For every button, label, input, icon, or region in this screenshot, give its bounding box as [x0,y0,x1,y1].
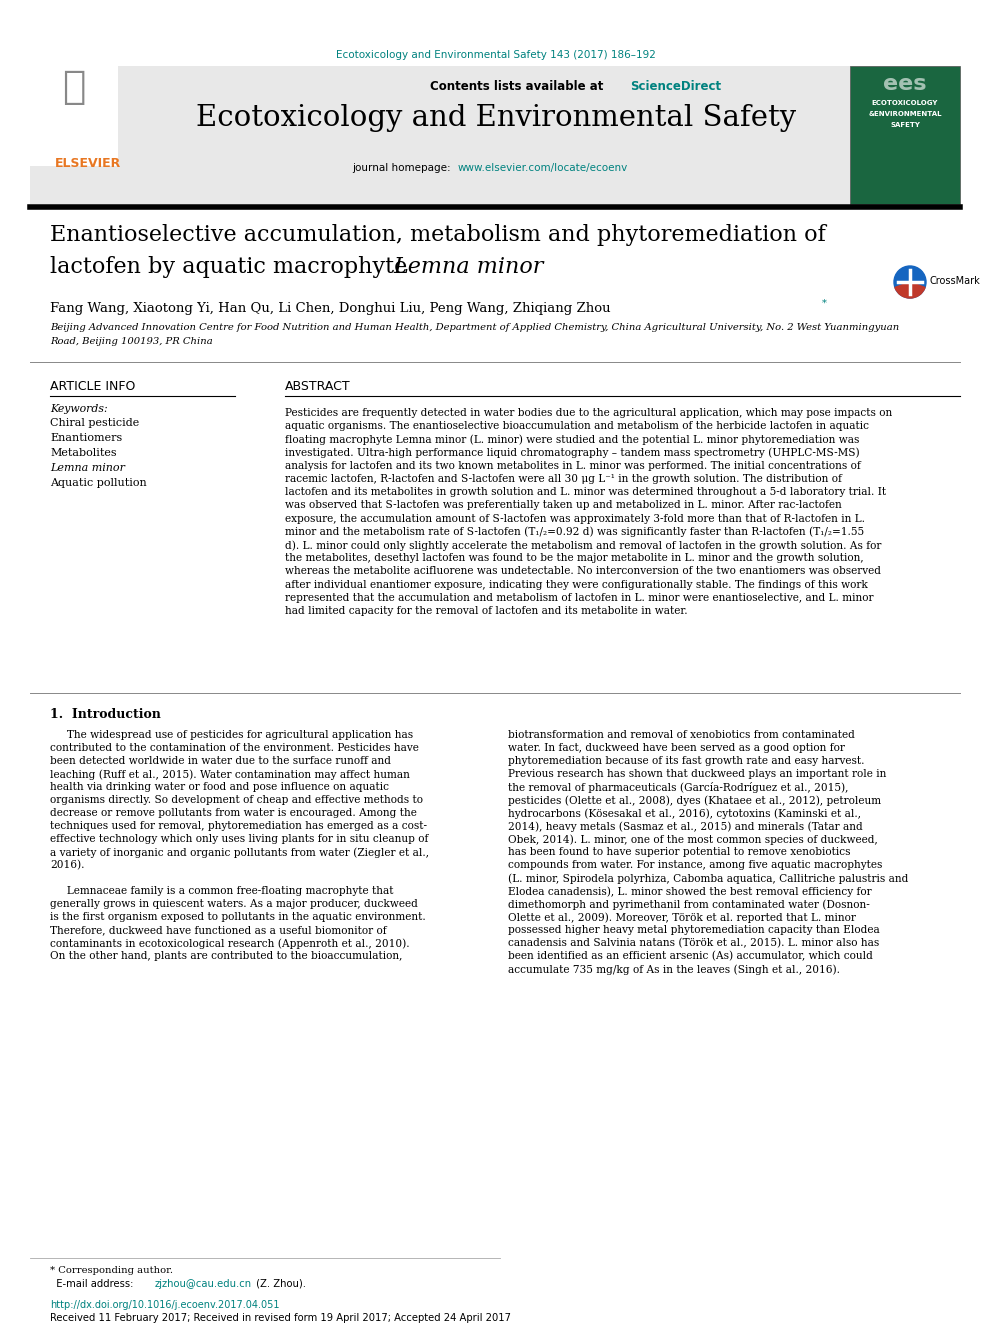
Text: http://dx.doi.org/10.1016/j.ecoenv.2017.04.051: http://dx.doi.org/10.1016/j.ecoenv.2017.… [50,1301,280,1310]
Text: was observed that S-lactofen was preferentially taken up and metabolized in L. m: was observed that S-lactofen was prefere… [285,500,842,511]
Text: whereas the metabolite acifluorene was undetectable. No interconversion of the t: whereas the metabolite acifluorene was u… [285,566,881,577]
Wedge shape [895,282,925,298]
Text: Aquatic pollution: Aquatic pollution [50,478,147,488]
Text: canadensis and Salvinia natans (Török et al., 2015). L. minor also has: canadensis and Salvinia natans (Török et… [508,938,879,949]
Text: analysis for lactofen and its two known metabolites in L. minor was performed. T: analysis for lactofen and its two known … [285,460,861,471]
Text: (Z. Zhou).: (Z. Zhou). [253,1279,306,1289]
Text: investigated. Ultra-high performance liquid chromatography – tandem mass spectro: investigated. Ultra-high performance liq… [285,447,860,458]
Text: the removal of pharmaceuticals (García-Rodríguez et al., 2015),: the removal of pharmaceuticals (García-R… [508,782,848,792]
Text: 2014), heavy metals (Sasmaz et al., 2015) and minerals (Tatar and: 2014), heavy metals (Sasmaz et al., 2015… [508,822,863,832]
Text: *: * [822,299,827,308]
Text: Ecotoxicology and Environmental Safety: Ecotoxicology and Environmental Safety [196,105,796,132]
Text: Previous research has shown that duckweed plays an important role in: Previous research has shown that duckwee… [508,769,887,779]
Text: The widespread use of pesticides for agricultural application has: The widespread use of pesticides for agr… [50,730,413,740]
Text: * Corresponding author.: * Corresponding author. [50,1266,173,1275]
Text: zjzhou@cau.edu.cn: zjzhou@cau.edu.cn [155,1279,252,1289]
Text: CrossMark: CrossMark [930,277,981,286]
Text: 🌳: 🌳 [62,67,85,106]
Text: organisms directly. So development of cheap and effective methods to: organisms directly. So development of ch… [50,795,423,804]
FancyBboxPatch shape [30,66,118,165]
Text: a variety of inorganic and organic pollutants from water (Ziegler et al.,: a variety of inorganic and organic pollu… [50,847,429,857]
Text: contributed to the contamination of the environment. Pesticides have: contributed to the contamination of the … [50,744,419,753]
Text: dimethomorph and pyrimethanil from contaminated water (Dosnon-: dimethomorph and pyrimethanil from conta… [508,900,870,910]
Text: the metabolites, desethyl lactofen was found to be the major metabolite in L. mi: the metabolites, desethyl lactofen was f… [285,553,864,564]
Text: ABSTRACT: ABSTRACT [285,380,350,393]
Text: ELSEVIER: ELSEVIER [55,157,121,169]
Text: Ecotoxicology and Environmental Safety 143 (2017) 186–192: Ecotoxicology and Environmental Safety 1… [336,50,656,60]
Text: lactofen by aquatic macrophyte: lactofen by aquatic macrophyte [50,255,415,278]
Text: Therefore, duckweed have functioned as a useful biomonitor of: Therefore, duckweed have functioned as a… [50,925,387,935]
Text: Chiral pesticide: Chiral pesticide [50,418,139,429]
Text: techniques used for removal, phytoremediation has emerged as a cost-: techniques used for removal, phytoremedi… [50,822,427,831]
Text: health via drinking water or food and pose influence on aquatic: health via drinking water or food and po… [50,782,389,792]
Text: leaching (Ruff et al., 2015). Water contamination may affect human: leaching (Ruff et al., 2015). Water cont… [50,769,410,779]
Text: ECOTOXICOLOGY: ECOTOXICOLOGY [872,101,938,106]
Text: been identified as an efficient arsenic (As) accumulator, which could: been identified as an efficient arsenic … [508,951,873,962]
Text: Road, Beijing 100193, PR China: Road, Beijing 100193, PR China [50,337,212,347]
Text: compounds from water. For instance, among five aquatic macrophytes: compounds from water. For instance, amon… [508,860,882,871]
Text: phytoremediation because of its fast growth rate and easy harvest.: phytoremediation because of its fast gro… [508,755,864,766]
Text: E-mail address:: E-mail address: [50,1279,137,1289]
Text: 1.  Introduction: 1. Introduction [50,708,161,721]
Text: Metabolites: Metabolites [50,448,117,458]
Text: generally grows in quiescent waters. As a major producer, duckweed: generally grows in quiescent waters. As … [50,900,418,909]
Text: Lemna minor: Lemna minor [50,463,125,474]
Text: aquatic organisms. The enantioselective bioaccumulation and metabolism of the he: aquatic organisms. The enantioselective … [285,421,869,431]
FancyBboxPatch shape [850,66,960,204]
Text: SAFETY: SAFETY [890,122,920,128]
Text: &ENVIRONMENTAL: &ENVIRONMENTAL [868,111,941,116]
Text: Keywords:: Keywords: [50,404,107,414]
Text: effective technology which only uses living plants for in situ cleanup of: effective technology which only uses liv… [50,833,429,844]
Text: Fang Wang, Xiaotong Yi, Han Qu, Li Chen, Donghui Liu, Peng Wang, Zhiqiang Zhou: Fang Wang, Xiaotong Yi, Han Qu, Li Chen,… [50,302,611,315]
Text: decrease or remove pollutants from water is encouraged. Among the: decrease or remove pollutants from water… [50,808,417,818]
Text: Lemnaceae family is a common free-floating macrophyte that: Lemnaceae family is a common free-floati… [50,886,394,896]
Text: lactofen and its metabolites in growth solution and L. minor was determined thro: lactofen and its metabolites in growth s… [285,487,886,497]
Text: is the first organism exposed to pollutants in the aquatic environment.: is the first organism exposed to polluta… [50,912,426,922]
Circle shape [894,266,926,298]
Text: had limited capacity for the removal of lactofen and its metabolite in water.: had limited capacity for the removal of … [285,606,687,617]
Text: Beijing Advanced Innovation Centre for Food Nutrition and Human Health, Departme: Beijing Advanced Innovation Centre for F… [50,323,900,332]
Text: journal homepage:: journal homepage: [352,163,454,173]
Text: after individual enantiomer exposure, indicating they were configurationally sta: after individual enantiomer exposure, in… [285,579,868,590]
Text: ScienceDirect: ScienceDirect [630,79,721,93]
Text: Olette et al., 2009). Moreover, Török et al. reported that L. minor: Olette et al., 2009). Moreover, Török et… [508,912,856,922]
Text: racemic lactofen, R-lactofen and S-lactofen were all 30 μg L⁻¹ in the growth sol: racemic lactofen, R-lactofen and S-lacto… [285,474,842,484]
Text: hydrocarbons (Kösesakal et al., 2016), cytotoxins (Kaminski et al.,: hydrocarbons (Kösesakal et al., 2016), c… [508,808,861,819]
Text: ees: ees [883,74,927,94]
Text: water. In fact, duckweed have been served as a good option for: water. In fact, duckweed have been serve… [508,744,845,753]
Text: d). L. minor could only slightly accelerate the metabolism and removal of lactof: d). L. minor could only slightly acceler… [285,540,881,550]
Text: pesticides (Olette et al., 2008), dyes (Khataee et al., 2012), petroleum: pesticides (Olette et al., 2008), dyes (… [508,795,881,806]
Text: floating macrophyte Lemna minor (L. minor) were studied and the potential L. min: floating macrophyte Lemna minor (L. mino… [285,434,859,445]
Text: Obek, 2014). L. minor, one of the most common species of duckweed,: Obek, 2014). L. minor, one of the most c… [508,833,878,844]
Text: Lemna minor: Lemna minor [393,255,544,278]
Text: ARTICLE INFO: ARTICLE INFO [50,380,135,393]
Text: accumulate 735 mg/kg of As in the leaves (Singh et al., 2016).: accumulate 735 mg/kg of As in the leaves… [508,964,840,975]
Text: represented that the accumulation and metabolism of lactofen in L. minor were en: represented that the accumulation and me… [285,593,874,603]
Text: On the other hand, plants are contributed to the bioaccumulation,: On the other hand, plants are contribute… [50,951,403,960]
Text: has been found to have superior potential to remove xenobiotics: has been found to have superior potentia… [508,847,850,857]
Text: Elodea canadensis), L. minor showed the best removal efficiency for: Elodea canadensis), L. minor showed the … [508,886,872,897]
Text: contaminants in ecotoxicological research (Appenroth et al., 2010).: contaminants in ecotoxicological researc… [50,938,410,949]
Text: exposure, the accumulation amount of S-lactofen was approximately 3-fold more th: exposure, the accumulation amount of S-l… [285,513,865,524]
Text: Enantioselective accumulation, metabolism and phytoremediation of: Enantioselective accumulation, metabolis… [50,224,825,246]
Text: possessed higher heavy metal phytoremediation capacity than Elodea: possessed higher heavy metal phytoremedi… [508,925,880,935]
Text: minor and the metabolism rate of S-lactofen (T₁/₂=0.92 d) was significantly fast: minor and the metabolism rate of S-lacto… [285,527,864,537]
FancyBboxPatch shape [30,66,960,204]
Text: biotransformation and removal of xenobiotics from contaminated: biotransformation and removal of xenobio… [508,730,855,740]
Text: (L. minor, Spirodela polyrhiza, Cabomba aquatica, Callitriche palustris and: (L. minor, Spirodela polyrhiza, Cabomba … [508,873,909,884]
Text: Contents lists available at: Contents lists available at [430,79,607,93]
Text: Enantiomers: Enantiomers [50,433,122,443]
Text: Pesticides are frequently detected in water bodies due to the agricultural appli: Pesticides are frequently detected in wa… [285,407,892,418]
Text: www.elsevier.com/locate/ecoenv: www.elsevier.com/locate/ecoenv [458,163,628,173]
Text: been detected worldwide in water due to the surface runoff and: been detected worldwide in water due to … [50,755,391,766]
Text: Received 11 February 2017; Received in revised form 19 April 2017; Accepted 24 A: Received 11 February 2017; Received in r… [50,1312,511,1323]
Text: 2016).: 2016). [50,860,84,871]
